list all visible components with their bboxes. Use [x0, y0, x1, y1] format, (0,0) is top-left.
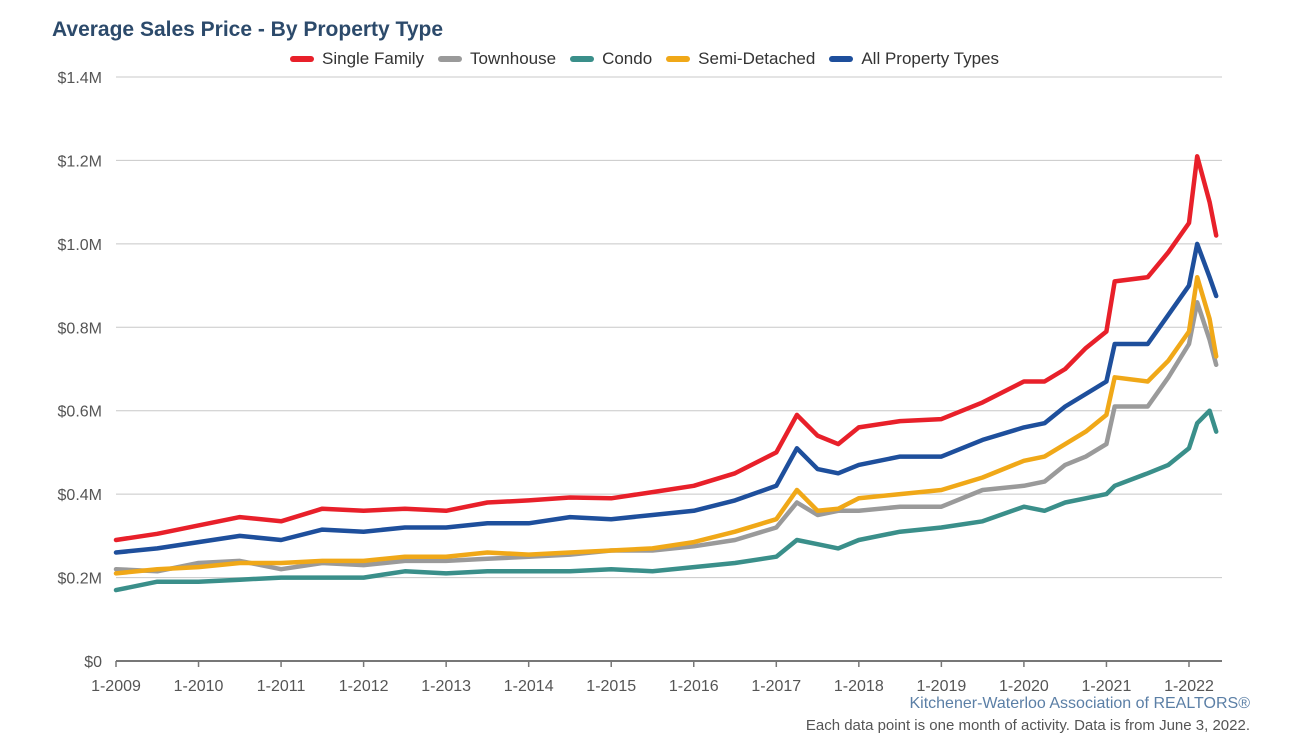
y-tick-label: $1.4M: [58, 70, 102, 87]
footer-organization: Kitchener-Waterloo Association of REALTO…: [909, 695, 1250, 712]
x-tick-label: 1-2016: [669, 678, 719, 695]
legend-label: Single Family: [322, 49, 425, 68]
legend-swatch: [666, 56, 691, 62]
series-line-single-family: [113, 154, 1219, 543]
legend-label: Townhouse: [470, 49, 557, 68]
legend-label: Condo: [602, 49, 653, 68]
x-tick-label: 1-2010: [174, 678, 224, 695]
x-tick-label: 1-2015: [586, 678, 636, 695]
legend-label: Semi-Detached: [698, 49, 816, 68]
x-tick-label: 1-2017: [751, 678, 801, 695]
legend-swatch: [438, 56, 463, 62]
legend-label: All Property Types: [861, 49, 999, 68]
x-tick-label: 1-2022: [1164, 678, 1214, 695]
x-tick-label: 1-2013: [421, 678, 471, 695]
legend-item-condo[interactable]: Condo: [570, 49, 652, 69]
x-tick-label: 1-2019: [916, 678, 966, 695]
series-layer: [113, 154, 1219, 593]
legend-item-single-family[interactable]: Single Family: [290, 49, 424, 69]
x-tick-label: 1-2012: [339, 678, 389, 695]
legend-swatch: [290, 56, 314, 62]
y-tick-label: $0.8M: [58, 320, 102, 337]
y-tick-label: $0: [84, 654, 102, 671]
x-tick-label: 1-2011: [257, 678, 306, 695]
x-tick-label: 1-2021: [1082, 678, 1132, 695]
grid-layer: [116, 76, 1222, 662]
axis-layer: $0 $0.2M $0.4M $0.6M $0.8M $1.0M $1.2M $1.4M 1-2…: [58, 70, 1214, 695]
legend-item-townhouse[interactable]: Townhouse: [438, 49, 556, 69]
footer-note: Each data point is one month of activity…: [805, 717, 1250, 734]
x-tick-label: 1-2018: [834, 678, 884, 695]
chart-title: Average Sales Price - By Property Type: [52, 18, 444, 41]
chart-legend: Single Family Townhouse Condo Semi-Detac…: [290, 49, 999, 69]
x-tick-label: 1-2020: [999, 678, 1049, 695]
y-tick-label: $1.0M: [58, 237, 102, 254]
y-tick-label: $0.4M: [58, 487, 102, 504]
series-line-all-property-types: [113, 241, 1219, 555]
series-line-semi-detached: [113, 274, 1219, 576]
legend-swatch: [570, 56, 595, 62]
series-line-townhouse: [113, 300, 1219, 574]
y-tick-label: $1.2M: [58, 153, 102, 170]
legend-item-all-property-types[interactable]: All Property Types: [829, 49, 999, 69]
series-line-condo: [113, 408, 1219, 593]
legend-item-semi-detached[interactable]: Semi-Detached: [666, 49, 815, 69]
x-tick-label: 1-2014: [504, 678, 554, 695]
x-tick-label: 1-2009: [91, 678, 141, 695]
y-tick-label: $0.2M: [58, 571, 102, 588]
legend-swatch: [829, 56, 854, 62]
y-tick-label: $0.6M: [58, 404, 102, 421]
